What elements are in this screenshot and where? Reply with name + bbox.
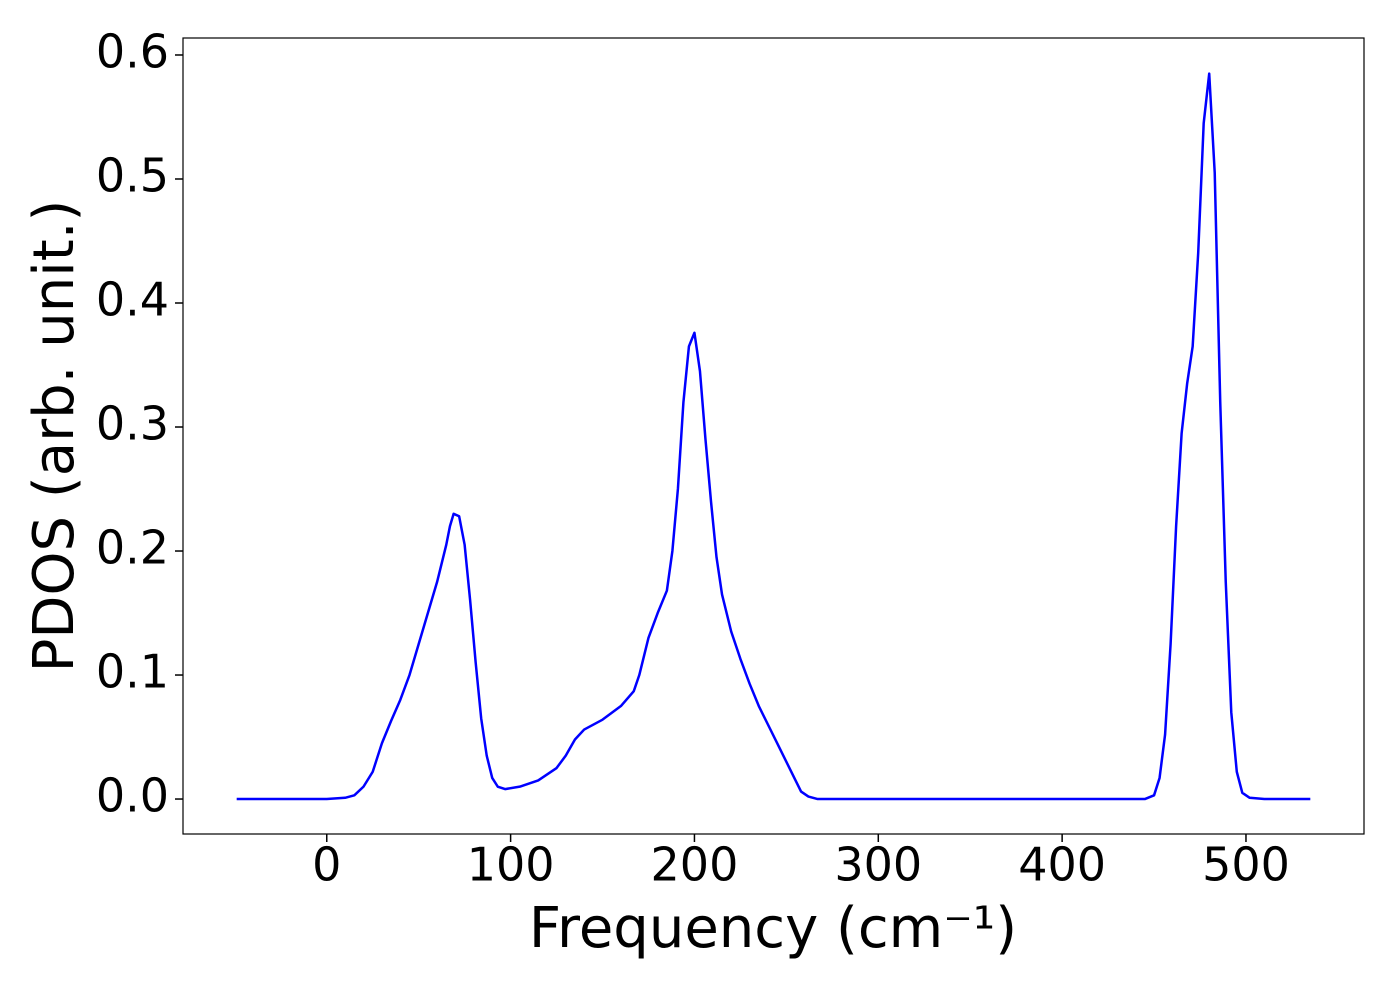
x-tick-label: 400 <box>1018 838 1106 892</box>
y-tick-label: 0.6 <box>96 24 169 78</box>
y-tick-label: 0.2 <box>96 521 169 575</box>
y-tick-label: 0.5 <box>96 148 169 202</box>
y-tick-label: 0.4 <box>96 273 169 327</box>
y-tick-label: 0.0 <box>96 769 169 823</box>
data-line <box>236 72 1311 801</box>
x-axis-label: Frequency (cm⁻¹) <box>529 896 1017 961</box>
plot-frame <box>182 37 1365 835</box>
x-tick-label: 100 <box>467 838 555 892</box>
x-tick-label: 300 <box>834 838 922 892</box>
x-tick-label: 200 <box>651 838 739 892</box>
x-tick-label: 0 <box>312 838 341 892</box>
y-tick-label: 0.3 <box>96 397 169 451</box>
x-tick-label: 500 <box>1202 838 1290 892</box>
y-tick-label: 0.1 <box>96 645 169 699</box>
y-axis-label: PDOS (arb. unit.) <box>22 200 87 673</box>
